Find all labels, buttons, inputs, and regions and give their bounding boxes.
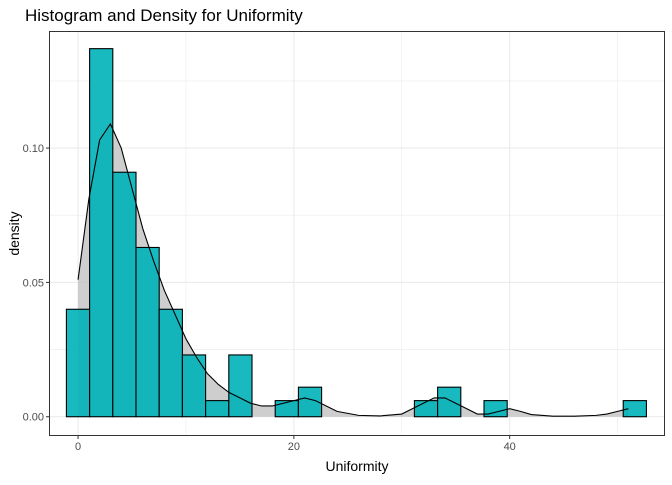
histogram-bar bbox=[112, 171, 137, 418]
axis-ticks: 0 20 40 0.00 0.05 0.10 bbox=[23, 143, 516, 453]
histogram-bar bbox=[483, 400, 508, 418]
y-tick-label: 0.00 bbox=[23, 412, 44, 424]
y-tick-label: 0.05 bbox=[23, 277, 44, 289]
panel-border bbox=[49, 31, 665, 436]
x-tick-label: 0 bbox=[75, 441, 81, 453]
x-tick-label: 40 bbox=[504, 441, 516, 453]
histogram-bar bbox=[89, 48, 114, 418]
chart-title: Histogram and Density for Uniformity bbox=[25, 6, 303, 25]
histogram-bar bbox=[437, 386, 462, 418]
y-axis-title: density bbox=[6, 211, 22, 255]
histogram-bar bbox=[65, 308, 91, 418]
histogram-bar bbox=[413, 400, 439, 418]
x-axis-title: Uniformity bbox=[325, 458, 388, 474]
x-tick-label: 20 bbox=[288, 441, 300, 453]
histogram-bar bbox=[622, 400, 647, 418]
histogram-bar bbox=[274, 400, 299, 418]
histogram-bar bbox=[297, 386, 323, 418]
histogram-bar bbox=[228, 354, 253, 418]
histogram-bar bbox=[181, 354, 207, 418]
histogram-bar bbox=[135, 246, 160, 418]
density-curve-line bbox=[77, 122, 629, 417]
histogram-bar bbox=[205, 400, 230, 418]
density-curve-layer bbox=[77, 122, 629, 417]
histogram-bar bbox=[158, 308, 183, 418]
y-tick-label: 0.10 bbox=[23, 143, 44, 155]
